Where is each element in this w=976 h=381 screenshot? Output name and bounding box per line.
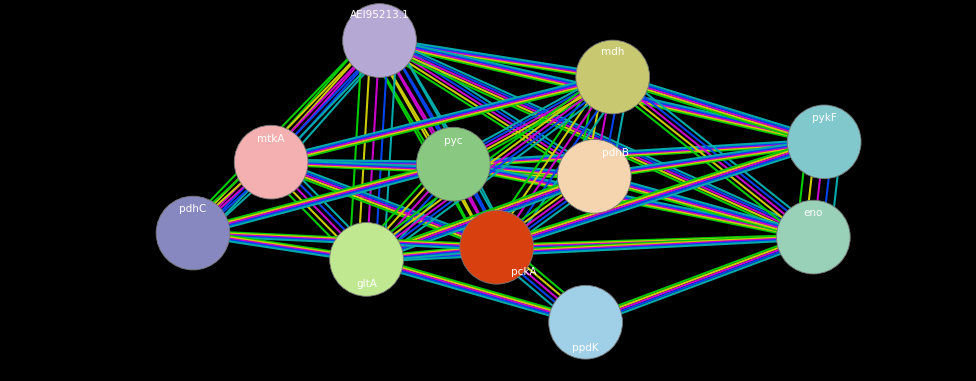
- Ellipse shape: [557, 139, 631, 213]
- Ellipse shape: [417, 127, 490, 201]
- Text: mtkA: mtkA: [258, 133, 285, 144]
- Text: pdhC: pdhC: [180, 205, 207, 215]
- Text: pckA: pckA: [511, 267, 537, 277]
- Ellipse shape: [343, 4, 417, 77]
- Ellipse shape: [788, 105, 861, 179]
- Text: mdh: mdh: [601, 47, 625, 57]
- Ellipse shape: [156, 196, 230, 270]
- Text: eno: eno: [803, 208, 823, 218]
- Ellipse shape: [234, 125, 308, 199]
- Ellipse shape: [460, 210, 534, 284]
- Text: AEI95213.1: AEI95213.1: [349, 10, 409, 20]
- Text: pdhB: pdhB: [602, 148, 630, 158]
- Ellipse shape: [576, 40, 650, 114]
- Ellipse shape: [777, 200, 850, 274]
- Text: gltA: gltA: [356, 279, 377, 289]
- Ellipse shape: [549, 285, 623, 359]
- Text: pykF: pykF: [812, 113, 836, 123]
- Text: pyc: pyc: [444, 136, 463, 146]
- Ellipse shape: [330, 223, 403, 296]
- Text: ppdK: ppdK: [572, 343, 599, 353]
